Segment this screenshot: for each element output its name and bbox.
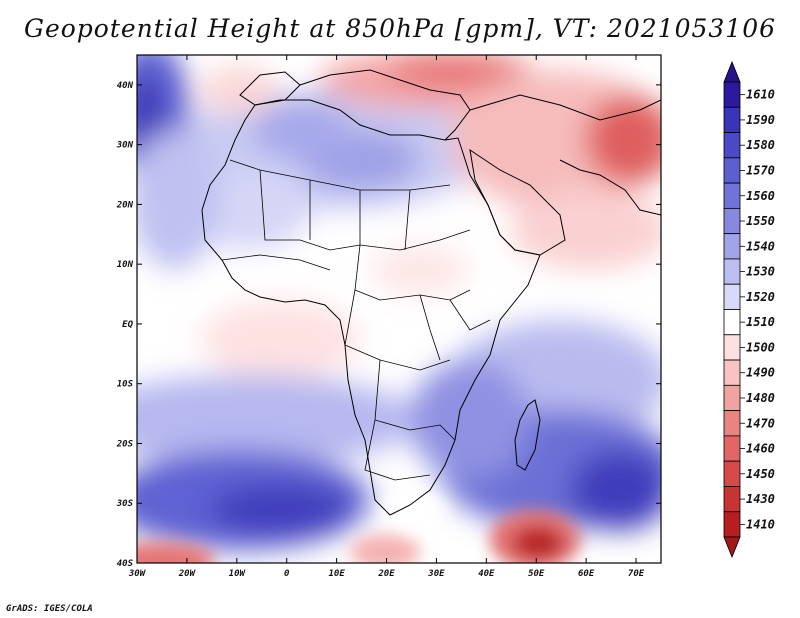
- colorbar-label: 1590: [746, 113, 775, 127]
- lon-tick-label: 0: [284, 569, 290, 579]
- colorbar-swatch: [723, 283, 741, 310]
- madagascar: [514, 399, 541, 471]
- lat-tick-label: EQ: [122, 320, 133, 330]
- lon-tick-label: 50E: [528, 569, 545, 579]
- colorbar-label: 1610: [746, 88, 775, 102]
- map-frame: [136, 54, 662, 564]
- colorbar-bottom-arrow: [723, 536, 741, 559]
- lon-tick-label: 40E: [478, 569, 495, 579]
- colorbar-swatch: [723, 182, 741, 209]
- colorbar-label: 1510: [746, 315, 775, 329]
- colorbar-label: 1410: [746, 517, 775, 531]
- map-title: Geopotential Height at 850hPa [gpm], VT:…: [23, 14, 777, 43]
- colorbar-label: 1470: [746, 416, 775, 430]
- lon-tick-label: 10W: [229, 569, 247, 579]
- colorbar-swatch: [723, 486, 741, 513]
- africa-coastline: [201, 99, 541, 516]
- lon-tick-label: 70E: [628, 569, 645, 579]
- country-borders: [221, 159, 491, 481]
- lon-tick-label: 30W: [128, 569, 147, 579]
- coastlines: [201, 69, 661, 516]
- colorbar-label: 1480: [746, 391, 775, 405]
- colorbar-swatch: [723, 334, 741, 361]
- colorbar-swatch: [723, 106, 741, 133]
- lat-tick-label: 40N: [117, 81, 134, 91]
- colorbar-label: 1540: [746, 239, 775, 253]
- middle-east-coast: [469, 94, 661, 121]
- colorbar-label: 1450: [746, 467, 775, 481]
- lat-tick-label: 20N: [116, 200, 134, 210]
- colorbar-label: 1560: [746, 189, 775, 203]
- colorbar-label: 1430: [746, 492, 775, 506]
- colorbar-swatch: [723, 157, 741, 184]
- colorbar-swatch: [723, 511, 741, 538]
- colorbar-top-arrow: [723, 60, 741, 83]
- colorbar: 1610 1590 1580 1570 1560 1550 1540 1530 1520 1510…: [723, 60, 775, 559]
- lat-tick-label: 40S: [117, 559, 134, 569]
- persian-gulf: [559, 159, 661, 216]
- lat-tick-label: 30S: [116, 499, 134, 509]
- colorbar-swatch: [723, 359, 741, 386]
- lon-tick-label: 10E: [328, 569, 345, 579]
- colorbar-label: 1570: [746, 163, 775, 177]
- colorbar-swatch: [723, 233, 741, 260]
- colorbar-swatch: [723, 309, 741, 336]
- colorbar-swatch: [723, 258, 741, 285]
- colorbar-label: 1550: [746, 214, 775, 228]
- colorbar-swatch: [723, 460, 741, 487]
- colorbar-label: 1500: [746, 340, 775, 354]
- credit-text: GrADS: IGES/COLA: [6, 604, 93, 614]
- colorbar-swatch: [723, 81, 741, 108]
- lat-tick-label: 20S: [116, 439, 134, 449]
- lat-tick-label: 10S: [117, 380, 134, 390]
- colorbar-label: 1580: [746, 138, 775, 152]
- lon-tick-label: 30E: [427, 569, 445, 579]
- colorbar-label: 1520: [746, 290, 775, 304]
- lon-tick-label: 20E: [377, 569, 395, 579]
- colorbar-label: 1490: [746, 366, 775, 380]
- colorbar-swatch: [723, 207, 741, 235]
- colorbar-label: 1460: [746, 442, 775, 456]
- lon-tick-label: 20W: [178, 569, 197, 579]
- colorbar-label: 1530: [746, 265, 775, 279]
- arabian-peninsula: [469, 148, 566, 256]
- colorbar-swatch: [723, 410, 741, 437]
- lon-tick-label: 60E: [578, 569, 595, 579]
- height-field: [137, 55, 661, 563]
- lat-tick-label: 30N: [116, 141, 134, 151]
- colorbar-swatch: [723, 132, 741, 159]
- europe-coast: [299, 69, 471, 141]
- colorbar-swatch: [723, 435, 741, 462]
- lat-tick-label: 10N: [117, 260, 134, 270]
- colorbar-swatch: [723, 384, 741, 412]
